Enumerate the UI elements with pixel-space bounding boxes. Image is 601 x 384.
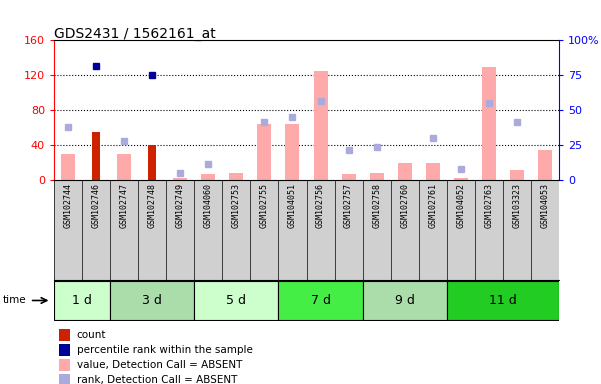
Bar — [59, 329, 70, 341]
Text: value, Detection Call = ABSENT: value, Detection Call = ABSENT — [77, 360, 242, 370]
Text: GSM102746: GSM102746 — [92, 184, 100, 228]
Text: 1 d: 1 d — [72, 294, 92, 307]
Bar — [482, 66, 496, 180]
Bar — [110, 281, 194, 320]
Bar — [341, 174, 356, 180]
Text: 9 d: 9 d — [395, 294, 415, 307]
Bar — [510, 170, 524, 180]
Text: count: count — [77, 330, 106, 340]
Text: GSM102753: GSM102753 — [232, 184, 241, 228]
Bar — [61, 154, 75, 180]
Bar — [194, 281, 278, 320]
Bar — [538, 150, 552, 180]
Bar — [59, 374, 70, 384]
Text: GSM102749: GSM102749 — [176, 184, 185, 228]
Text: GSM102758: GSM102758 — [372, 184, 381, 228]
Bar — [447, 281, 559, 320]
Text: GSM102757: GSM102757 — [344, 184, 353, 228]
Bar — [148, 146, 156, 180]
Bar — [59, 359, 70, 371]
Text: GSM104051: GSM104051 — [288, 184, 297, 228]
Bar — [362, 281, 447, 320]
Bar — [173, 178, 188, 180]
Bar — [59, 344, 70, 356]
Text: GSM102748: GSM102748 — [148, 184, 157, 228]
Text: 5 d: 5 d — [227, 294, 246, 307]
Text: GSM104053: GSM104053 — [540, 184, 549, 228]
Bar — [201, 174, 215, 180]
Text: GSM102747: GSM102747 — [120, 184, 129, 228]
Text: GSM102755: GSM102755 — [260, 184, 269, 228]
Bar — [426, 163, 440, 180]
Text: GDS2431 / 1562161_at: GDS2431 / 1562161_at — [54, 27, 216, 41]
Bar — [230, 174, 243, 180]
Text: GSM102760: GSM102760 — [400, 184, 409, 228]
Bar — [117, 154, 131, 180]
Text: 3 d: 3 d — [142, 294, 162, 307]
Text: GSM102756: GSM102756 — [316, 184, 325, 228]
Text: time: time — [3, 295, 26, 306]
Bar — [314, 71, 328, 180]
Text: GSM102761: GSM102761 — [429, 184, 437, 228]
Text: 11 d: 11 d — [489, 294, 517, 307]
Bar — [285, 124, 299, 180]
Text: GSM102744: GSM102744 — [64, 184, 73, 228]
Bar — [257, 124, 272, 180]
Bar — [398, 163, 412, 180]
Text: rank, Detection Call = ABSENT: rank, Detection Call = ABSENT — [77, 375, 237, 384]
Text: GSM102763: GSM102763 — [484, 184, 493, 228]
Text: percentile rank within the sample: percentile rank within the sample — [77, 345, 252, 355]
Text: GSM103323: GSM103323 — [513, 184, 521, 228]
Text: GSM104060: GSM104060 — [204, 184, 213, 228]
Bar — [54, 281, 110, 320]
Bar — [370, 174, 383, 180]
Text: GSM104052: GSM104052 — [456, 184, 465, 228]
Bar — [92, 132, 100, 180]
Bar — [454, 178, 468, 180]
Text: 7 d: 7 d — [311, 294, 331, 307]
Bar — [278, 281, 362, 320]
